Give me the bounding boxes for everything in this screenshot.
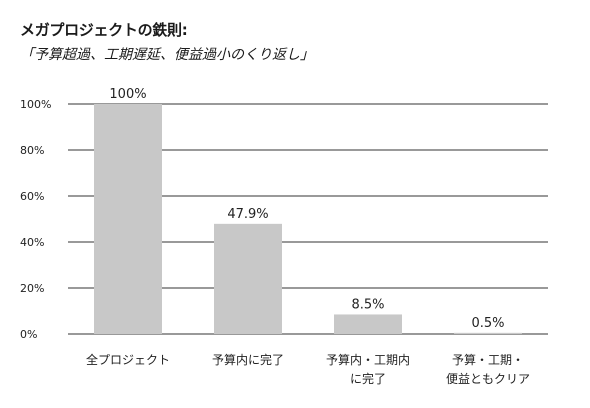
bar: [334, 314, 402, 334]
bar: [94, 104, 162, 334]
chart-title: メガプロジェクトの鉄則:: [20, 21, 188, 39]
x-tick-label: 全プロジェクト: [86, 352, 170, 367]
data-label: 100%: [109, 87, 146, 102]
y-tick-label: 60%: [20, 190, 44, 203]
x-tick-label: 便益ともクリア: [446, 372, 530, 386]
y-tick-label: 100%: [20, 98, 51, 111]
data-label: 8.5%: [351, 297, 384, 312]
x-tick-label: に完了: [350, 371, 386, 386]
chart-subtitle: 「予算超過、工期遅延、便益過小のくり返し」: [20, 47, 314, 63]
data-label: 47.9%: [227, 207, 268, 222]
y-tick-label: 20%: [20, 282, 44, 295]
x-tick-label: 予算内に完了: [212, 352, 284, 367]
bar: [454, 332, 522, 334]
y-tick-label: 40%: [20, 236, 44, 249]
y-tick-label: 0%: [20, 328, 37, 341]
x-tick-label: 予算内・工期内: [326, 352, 410, 367]
bar: [214, 223, 282, 334]
x-tick-label: 予算・工期・: [452, 352, 524, 367]
data-label: 0.5%: [471, 316, 504, 331]
y-tick-label: 80%: [20, 144, 44, 157]
